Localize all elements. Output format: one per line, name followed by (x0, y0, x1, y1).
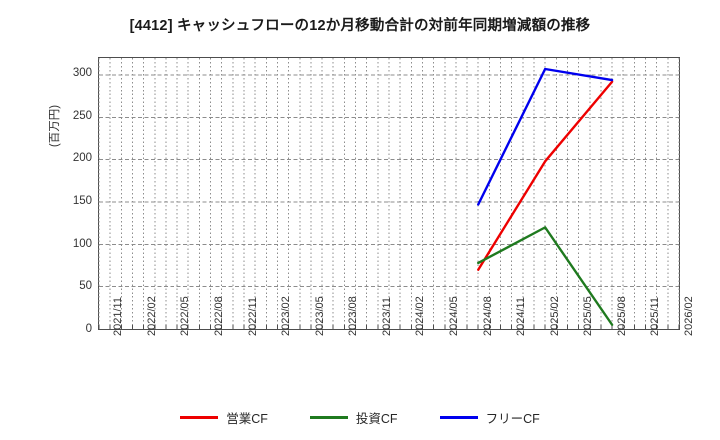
x-tick-label: 2024/11 (515, 297, 528, 336)
grid-lines (98, 58, 680, 329)
x-tick-label: 2022/08 (212, 296, 225, 336)
x-axis-tick-labels: 2021/11 2022/02 2022/05 2022/08 2022/11 2023/… (98, 296, 695, 406)
legend-item[interactable]: 投資CF (309, 408, 398, 427)
x-tick-label: 2025/02 (548, 296, 561, 336)
legend-color-swatch (180, 416, 219, 419)
plot-area (98, 57, 680, 330)
legend-label: 投資CF (355, 412, 398, 426)
x-tick-label: 2021/11 (112, 297, 125, 336)
x-tick-label: 2023/02 (280, 296, 293, 336)
series-line-フリーCF (477, 67, 614, 206)
x-tick-label: 2024/05 (447, 296, 460, 336)
legend-item[interactable]: 営業CF (180, 408, 268, 427)
chart-legend: 営業CF 投資CF フリーCF (0, 408, 720, 427)
y-tick-label: 100 (72, 237, 92, 250)
x-tick-label: 2023/05 (313, 296, 326, 336)
data-series-layer (477, 67, 614, 326)
x-tick-label: 2022/05 (179, 296, 192, 336)
y-tick-label: 200 (72, 152, 92, 165)
legend-item[interactable]: フリーCF (439, 408, 540, 427)
x-tick-label: 2023/11 (380, 297, 393, 336)
y-tick-label: 300 (72, 67, 92, 80)
x-tick-label: 2024/02 (414, 296, 427, 336)
legend-label: 営業CF (226, 412, 268, 426)
x-tick-label: 2022/02 (145, 296, 158, 336)
x-tick-label: 2025/11 (649, 297, 662, 336)
legend-color-swatch (309, 416, 348, 419)
y-tick-label: 0 (85, 323, 92, 335)
x-tick-label: 2026/02 (683, 296, 695, 336)
series-line-投資CF (477, 226, 614, 326)
y-axis-tick-labels: 0 50 100 150 200 250 300 (40, 57, 92, 335)
chart-title: [4412] キャッシュフローの12か月移動合計の対前年同期増減額の推移 (129, 18, 591, 34)
x-tick-label: 2025/08 (615, 296, 628, 336)
x-tick-label: 2024/08 (481, 296, 494, 336)
y-tick-label: 250 (72, 109, 92, 122)
y-tick-label: 50 (79, 280, 92, 293)
legend-color-swatch (439, 416, 478, 419)
x-tick-label: 2023/08 (347, 296, 360, 336)
series-line-営業CF (477, 80, 614, 271)
legend-label: フリーCF (485, 412, 540, 426)
x-tick-label: 2022/11 (246, 297, 259, 336)
x-tick-label: 2025/05 (582, 296, 595, 336)
y-tick-label: 150 (72, 195, 92, 208)
